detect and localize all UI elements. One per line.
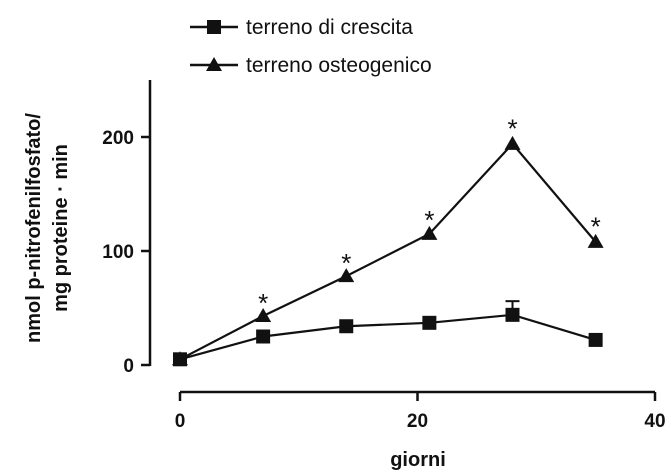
- x-ticks: 0 20 40: [175, 392, 666, 432]
- legend-item-osteogenic: terreno osteogenico: [190, 54, 432, 77]
- y-axis-title-line1: nmol p-nitrofenilfosfato/: [23, 113, 45, 343]
- y-ticks: 0 100 200: [102, 128, 150, 377]
- data-point-triangle: [504, 135, 521, 150]
- x-tick-label: 40: [644, 411, 665, 432]
- y-axis-title-line2: mg proteine · min: [50, 144, 72, 312]
- legend-label-growth: terreno di crescita: [246, 16, 413, 39]
- x-tick-label: 0: [175, 411, 186, 432]
- significance-star: *: [507, 114, 517, 144]
- y-tick-label: 200: [102, 128, 134, 149]
- x-tick-label: 20: [407, 411, 428, 432]
- data-point-triangle: [587, 233, 604, 248]
- significance-star: *: [591, 212, 601, 242]
- series-2: [172, 135, 604, 366]
- legend-label-osteogenic: terreno osteogenico: [246, 54, 432, 77]
- y-tick-label: 100: [102, 242, 134, 263]
- data-point-triangle: [172, 351, 188, 366]
- series-1: [173, 300, 603, 367]
- data-point-square: [339, 319, 354, 334]
- data-point-square: [588, 332, 603, 347]
- series-line: [179, 313, 596, 361]
- data-point-square: [505, 307, 520, 322]
- legend-item-growth: terreno di crescita: [190, 16, 413, 39]
- data-point-square: [256, 329, 271, 344]
- significance-star: *: [341, 248, 351, 278]
- data-point-square: [422, 315, 437, 330]
- y-tick-label: 0: [123, 356, 134, 377]
- x-axis-title: giorni: [390, 449, 446, 471]
- series-layer: [172, 135, 604, 367]
- data-point-triangle: [255, 307, 272, 322]
- series-line: [179, 142, 597, 361]
- legend: terreno di crescita terreno osteogenico: [190, 16, 432, 77]
- significance-star: *: [424, 205, 434, 235]
- data-point-triangle: [338, 268, 355, 283]
- significance-star: *: [258, 288, 268, 318]
- data-point-triangle: [421, 225, 438, 240]
- annotation-layer: * * * * *: [258, 114, 601, 318]
